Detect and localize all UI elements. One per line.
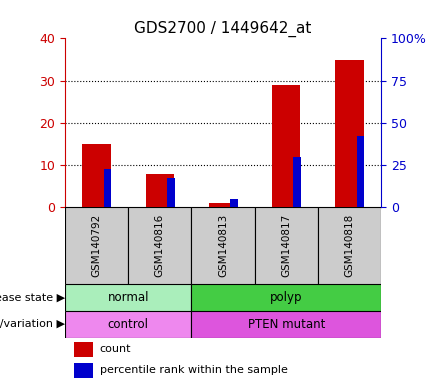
Bar — [335, 60, 364, 207]
Bar — [104, 169, 111, 207]
Bar — [230, 199, 238, 207]
Bar — [209, 203, 237, 207]
Text: count: count — [100, 344, 131, 354]
Text: GSM140792: GSM140792 — [91, 214, 102, 277]
Bar — [128, 207, 191, 284]
Bar — [191, 207, 255, 284]
Text: percentile rank within the sample: percentile rank within the sample — [100, 366, 288, 376]
Bar — [65, 284, 191, 311]
Text: normal: normal — [107, 291, 149, 304]
Bar — [357, 136, 364, 207]
Bar — [167, 178, 174, 207]
Bar — [318, 207, 381, 284]
Text: control: control — [108, 318, 149, 331]
Bar — [191, 284, 381, 311]
Bar — [272, 85, 301, 207]
Title: GDS2700 / 1449642_at: GDS2700 / 1449642_at — [134, 21, 312, 37]
Text: GSM140816: GSM140816 — [155, 214, 165, 277]
Bar — [255, 207, 318, 284]
Text: PTEN mutant: PTEN mutant — [248, 318, 325, 331]
Bar — [82, 144, 111, 207]
Bar — [145, 174, 174, 207]
Bar — [294, 157, 301, 207]
Text: polyp: polyp — [270, 291, 303, 304]
Text: genotype/variation ▶: genotype/variation ▶ — [0, 319, 65, 329]
Text: GSM140813: GSM140813 — [218, 214, 228, 277]
Text: GSM140817: GSM140817 — [281, 214, 291, 277]
Bar — [65, 207, 128, 284]
Bar — [65, 311, 191, 338]
Text: GSM140818: GSM140818 — [344, 214, 355, 277]
Bar — [191, 311, 381, 338]
Text: disease state ▶: disease state ▶ — [0, 293, 65, 303]
Bar — [74, 363, 94, 378]
Bar — [74, 342, 94, 357]
